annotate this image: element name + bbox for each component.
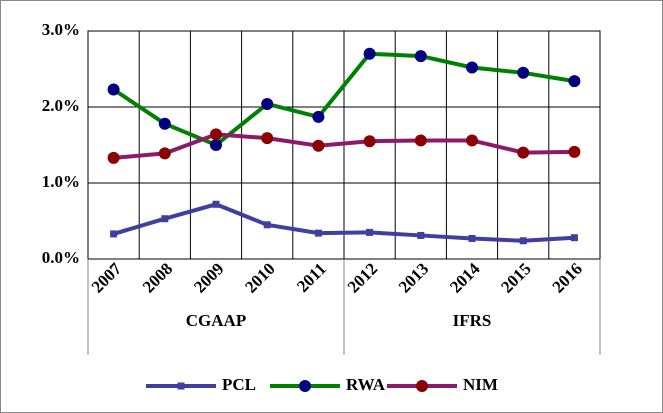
marker (414, 134, 427, 147)
marker (414, 50, 427, 63)
series-line (113, 202, 575, 243)
marker (312, 110, 325, 123)
marker (107, 151, 120, 164)
y-tick-label: 0.0% (42, 248, 80, 267)
group-label: IFRS (453, 311, 492, 330)
group-label: CGAAP (186, 311, 246, 330)
marker (158, 147, 171, 160)
marker (158, 117, 171, 130)
marker (263, 221, 271, 229)
legend-marker (177, 382, 185, 390)
y-tick-label: 3.0% (42, 20, 80, 39)
marker (261, 132, 274, 145)
marker (261, 97, 274, 110)
marker (210, 139, 222, 151)
marker (517, 66, 530, 79)
marker (519, 237, 527, 245)
marker (363, 47, 376, 60)
y-tick-label: 2.0% (42, 96, 80, 115)
y-tick-label: 1.0% (42, 172, 80, 191)
legend-marker (299, 380, 311, 392)
legend-marker (416, 380, 428, 392)
legend-label: PCL (222, 375, 256, 394)
marker (568, 75, 581, 88)
legend-label: NIM (463, 375, 498, 394)
marker (161, 215, 169, 223)
marker (314, 229, 322, 237)
marker (312, 139, 325, 152)
marker (210, 128, 222, 141)
marker (517, 146, 530, 159)
marker (466, 61, 478, 74)
marker (110, 230, 118, 238)
marker (366, 228, 374, 236)
marker (212, 200, 220, 208)
legend-label: RWA (346, 375, 386, 394)
marker (107, 83, 120, 96)
series-line (112, 51, 575, 148)
series-line (113, 132, 575, 160)
marker (417, 231, 425, 239)
marker (570, 234, 578, 242)
marker (466, 134, 478, 147)
marker (363, 135, 376, 148)
marker (468, 234, 476, 242)
marker (568, 145, 581, 158)
